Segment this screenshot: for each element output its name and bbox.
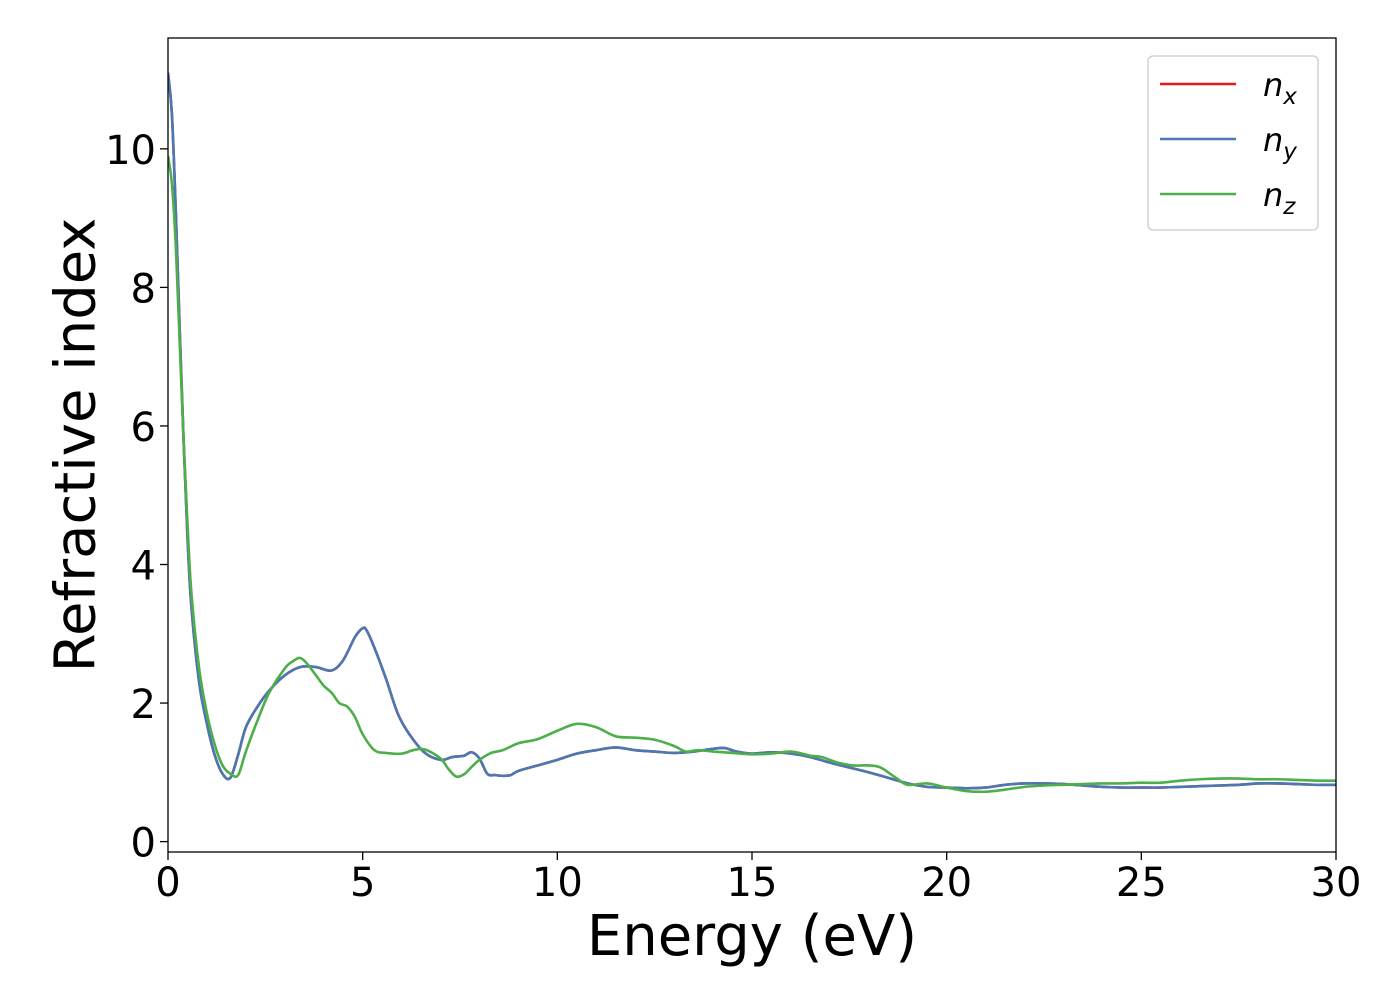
y-axis-ticks: 0 2 4 6 8 10 xyxy=(105,128,168,867)
x-tick-label: 15 xyxy=(727,860,778,906)
legend: nx ny nz xyxy=(1147,55,1319,231)
legend-label-x: nx xyxy=(1263,66,1297,110)
y-tick-label: 2 xyxy=(131,682,156,728)
x-tick-label: 30 xyxy=(1311,860,1362,906)
legend-box xyxy=(1147,55,1319,231)
x-axis-ticks: 0 5 10 15 20 25 30 xyxy=(155,852,1361,906)
y-tick-label: 0 xyxy=(131,821,156,867)
y-tick-label: 8 xyxy=(131,266,156,312)
y-tick-label: 6 xyxy=(131,405,156,451)
series-line-z xyxy=(168,155,1336,794)
legend-label-y: ny xyxy=(1263,121,1297,165)
y-tick-label: 4 xyxy=(131,544,156,590)
series-layer xyxy=(168,72,1336,794)
x-tick-label: 10 xyxy=(532,860,583,906)
x-tick-label: 0 xyxy=(155,860,180,906)
y-axis-title: Refractive index xyxy=(44,218,109,673)
x-tick-label: 5 xyxy=(350,860,375,906)
x-tick-label: 25 xyxy=(1116,860,1167,906)
y-tick-label: 10 xyxy=(105,128,156,174)
legend-label-z: nz xyxy=(1263,176,1296,220)
x-axis-title: Energy (eV) xyxy=(587,904,917,969)
x-tick-label: 20 xyxy=(921,860,972,906)
